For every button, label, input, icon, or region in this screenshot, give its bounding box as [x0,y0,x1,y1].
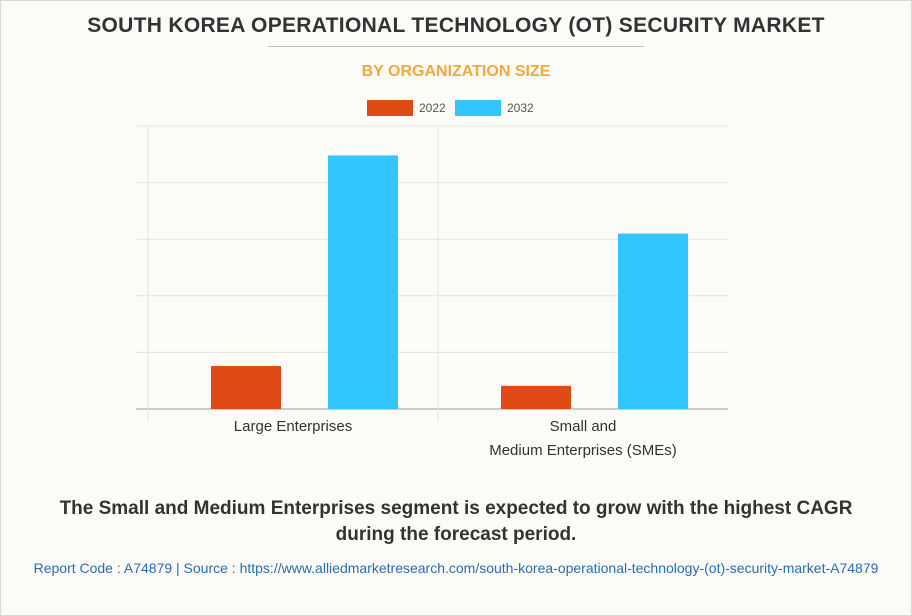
chart-title: SOUTH KOREA OPERATIONAL TECHNOLOGY (OT) … [87,14,825,37]
insight-statement: The Small and Medium Enterprises segment… [59,498,853,545]
x-tick-label: Medium Enterprises (SMEs) [489,442,677,459]
title-divider [268,46,644,47]
bar-2022-0 [211,365,281,409]
bar-chart: Large Enterprises Small and Medium Enterpr… [136,125,728,459]
legend-item-2032: 2032 [455,98,534,118]
bar-2032-0 [328,155,398,409]
legend-label-2022: 2022 [419,101,446,115]
bar-2022-1 [501,385,571,409]
chart-subtitle: BY ORGANIZATION SIZE [361,63,551,80]
source-citation: Report Code : A74879 | Source : https://… [33,560,879,576]
x-tick-label: Small and [550,418,617,435]
legend-swatch-2032 [455,100,501,116]
legend-item-2022: 2022 [367,98,446,118]
x-tick-label: Large Enterprises [234,418,352,435]
bar-2032-1 [618,233,688,409]
legend-swatch-2022 [367,100,413,116]
legend-label-2032: 2032 [507,101,534,115]
